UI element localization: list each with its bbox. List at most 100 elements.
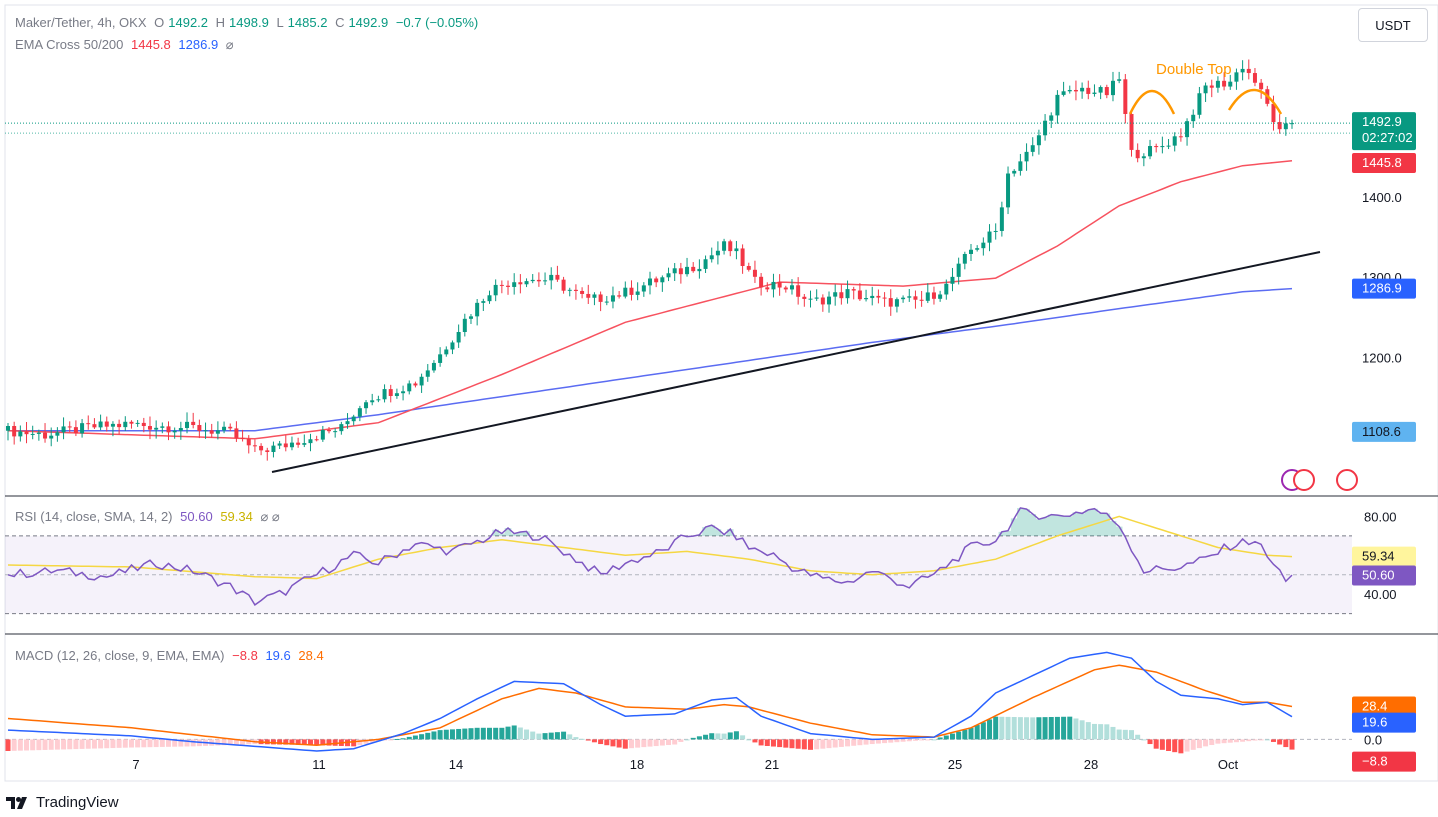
macd-hist-bar — [227, 739, 233, 745]
candles-group — [6, 59, 1294, 461]
macd-hist-bar — [5, 739, 11, 751]
macd-hist-bar — [1030, 717, 1036, 740]
macd-hist-bar — [715, 733, 721, 740]
macd-hist-bar — [1116, 729, 1122, 740]
high-label: H — [215, 15, 226, 30]
macd-hist-bar — [1258, 739, 1264, 741]
macd-hist-bar — [980, 722, 986, 740]
macd-hist-bar — [172, 739, 178, 747]
macd-hist-bar — [184, 739, 190, 747]
candle-body — [456, 332, 461, 343]
candle-body — [808, 298, 813, 300]
symbol-label: Maker/Tether, 4h, OKX — [15, 15, 147, 30]
macd-value: 19.6 — [265, 648, 291, 663]
candle-body — [302, 443, 307, 445]
rsi-tick-label: 80.00 — [1364, 509, 1397, 524]
candle-body — [1018, 161, 1023, 171]
macd-signal-badge-bg — [1352, 696, 1416, 717]
candle-body — [648, 278, 652, 286]
macd-hist-bar — [1061, 716, 1067, 740]
candle-body — [783, 287, 788, 290]
candle-body — [845, 289, 850, 299]
last-price-badge-text: 02:27:02 — [1362, 130, 1413, 145]
candle-body — [86, 423, 91, 425]
candle-body — [413, 383, 418, 386]
macd-hist-bar — [1079, 720, 1085, 740]
candle-body — [209, 430, 214, 434]
macd-hist-bar — [141, 739, 147, 748]
candle-body — [61, 426, 66, 433]
candle-body — [604, 301, 609, 303]
candle-body — [1123, 79, 1128, 114]
brand[interactable]: TradingView — [6, 794, 119, 811]
candle-body — [376, 399, 381, 401]
macd-hist-bar — [289, 739, 295, 745]
macd-hist-bar — [178, 739, 184, 747]
candle-body — [549, 274, 554, 281]
candle-body — [506, 285, 511, 287]
rsi-ma-badge: 59.34 — [1352, 546, 1416, 567]
macd-hist-badge-text: −8.8 — [1362, 754, 1388, 769]
macd-hist-bar — [1289, 739, 1295, 750]
macd-hist-bar — [647, 739, 653, 747]
candle-body — [135, 422, 140, 424]
macd-hist-bar — [116, 739, 122, 748]
currency-button[interactable]: USDT — [1358, 8, 1428, 42]
candle-body — [110, 423, 115, 427]
candle-body — [382, 389, 387, 400]
macd-hist-bar — [474, 727, 480, 740]
time-tick-label: 11 — [312, 757, 326, 772]
macd-hist-bar — [752, 739, 758, 743]
macd-line — [7, 651, 1293, 752]
candle-body — [759, 276, 764, 288]
candle-body — [431, 362, 436, 371]
ema200-badge: 1286.9 — [1352, 278, 1416, 299]
candle-body — [364, 402, 369, 409]
macd-hist-bar — [517, 727, 523, 740]
candle-body — [296, 442, 301, 445]
ema50-value: 1445.8 — [131, 37, 171, 52]
macd-hist-bar — [869, 739, 875, 745]
candle-body — [573, 289, 578, 291]
macd-hist-bar — [61, 739, 67, 750]
candle-body — [1259, 82, 1264, 90]
macd-hist-bar — [1209, 739, 1215, 746]
macd-hist-bar — [67, 739, 73, 750]
candle-body — [24, 431, 29, 435]
candle-body — [1154, 146, 1159, 148]
macd-hist-bar — [993, 716, 999, 740]
candle-body — [475, 302, 480, 317]
candle-body — [697, 268, 702, 272]
macd-hist-bar — [888, 739, 894, 743]
macd-hist-bar — [480, 727, 486, 740]
macd-hist-bar — [949, 733, 955, 740]
candle-body — [129, 421, 134, 424]
candle-body — [203, 430, 208, 432]
candle-body — [185, 421, 190, 429]
macd-hist-bar — [394, 738, 400, 740]
macd-hist-bar — [425, 732, 431, 740]
macd-legend: MACD (12, 26, close, 9, EMA, EMA) −8.8 1… — [15, 648, 328, 663]
time-tick-label: 18 — [630, 757, 644, 772]
close-label: C — [335, 15, 345, 30]
macd-hist-bar — [388, 739, 394, 741]
candle-body — [1252, 73, 1257, 83]
macd-hist-bar — [1178, 739, 1184, 754]
macd-hist-bar — [1196, 739, 1202, 749]
candle-body — [901, 297, 906, 300]
macd-signal-value: 28.4 — [298, 648, 324, 663]
candle-body — [351, 416, 356, 422]
candle-body — [166, 426, 171, 433]
candle-body — [1222, 80, 1227, 87]
candle-body — [394, 393, 399, 397]
macd-hist-bar — [1203, 739, 1209, 747]
macd-hist-bar — [363, 739, 369, 744]
candle-body — [401, 391, 406, 394]
macd-hist-bar — [122, 739, 128, 748]
candle-body — [666, 273, 671, 278]
macd-hist-bar — [48, 739, 54, 750]
macd-hist-bar — [462, 728, 468, 740]
macd-hist-bar — [11, 739, 17, 751]
candle-body — [962, 253, 967, 264]
